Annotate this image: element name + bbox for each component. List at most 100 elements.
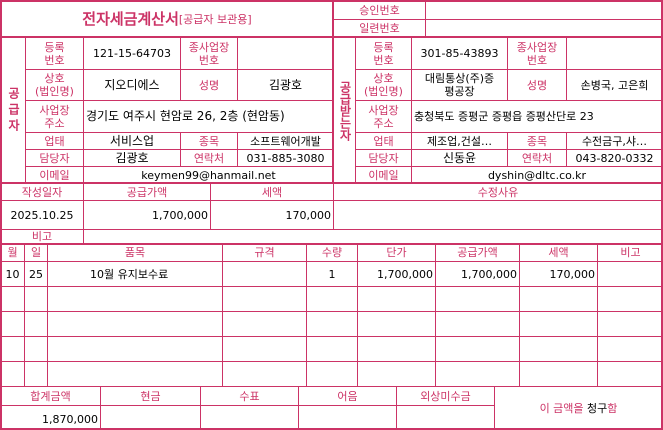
buyer-phone-label: 연락처 [507, 149, 567, 167]
supplier-side-label: 공급자 [0, 37, 26, 184]
item-cell-supply [435, 361, 520, 387]
item-cell-spec [222, 336, 307, 362]
supplier-company-label: 상호 (법인명) [25, 69, 84, 101]
supplier-branch-no-label: 종사업장 번호 [180, 37, 238, 70]
remark-value [83, 229, 663, 244]
supplier-branch-no [237, 37, 334, 70]
items-header-supply: 공급가액 [435, 243, 520, 262]
totals-header-check: 수표 [200, 386, 299, 406]
supplier-phone: 031-885-3080 [237, 149, 334, 167]
item-cell-qty [306, 286, 358, 312]
item-cell-tax [519, 336, 598, 362]
buyer-reg-no: 301-85-43893 [411, 37, 508, 70]
item-cell-spec [222, 261, 307, 287]
item-cell-month [0, 336, 25, 362]
buyer-ceo-label: 성명 [507, 69, 567, 101]
item-cell-month [0, 361, 25, 387]
item-cell-qty [306, 311, 358, 337]
item-cell-unit-price [357, 336, 436, 362]
item-cell-supply [435, 336, 520, 362]
buyer-address-label: 사업장 주소 [355, 100, 412, 133]
claim-word: 청구 [587, 401, 608, 415]
buyer-branch-no [566, 37, 663, 70]
items-header-month: 월 [0, 243, 25, 262]
item-cell-tax: 170,000 [519, 261, 598, 287]
buyer-contact: 신동윤 [411, 149, 508, 167]
items-header-remark: 비고 [597, 243, 663, 262]
items-header-tax: 세액 [519, 243, 598, 262]
supplier-biz-type: 서비스업 [83, 132, 181, 150]
item-cell-remark [597, 311, 663, 337]
serial-no-value [425, 19, 663, 38]
invoice-title: 전자세금계산서 [공급자 보관용] [0, 0, 334, 38]
totals-value-credit [396, 405, 495, 430]
item-cell-remark [597, 361, 663, 387]
item-cell-tax [519, 361, 598, 387]
supplier-biz-item: 소프트웨어개발 [237, 132, 334, 150]
item-cell-day: 25 [24, 261, 48, 287]
items-header-spec: 규격 [222, 243, 307, 262]
item-cell-unit-price: 1,700,000 [357, 261, 436, 287]
totals-value-note [298, 405, 397, 430]
totals-header-cash: 현금 [100, 386, 201, 406]
item-cell-day [24, 361, 48, 387]
item-cell-spec [222, 311, 307, 337]
item-cell-day [24, 286, 48, 312]
totals-value-total: 1,870,000 [0, 405, 101, 430]
supplier-reg-no-label: 등록 번호 [25, 37, 84, 70]
approval-no-label: 승인번호 [333, 0, 426, 20]
revision-reason [333, 200, 663, 230]
revision-reason-label: 수정사유 [333, 183, 663, 201]
buyer-biz-item-label: 종목 [507, 132, 567, 150]
claim-prefix: 이 금액을 [539, 401, 588, 415]
item-cell-unit-price [357, 361, 436, 387]
buyer-email: dyshin@dltc.co.kr [411, 166, 663, 184]
supplier-biz-type-label: 업태 [25, 132, 84, 150]
item-cell-item [47, 311, 223, 337]
item-cell-remark [597, 336, 663, 362]
buyer-company: 대림통상(주)증 평공장 [411, 69, 508, 101]
buyer-side-label: 공급받는자 [333, 37, 356, 184]
item-cell-item: 10월 유지보수료 [47, 261, 223, 287]
totals-value-check [200, 405, 299, 430]
item-cell-qty [306, 361, 358, 387]
supplier-ceo: 김광호 [237, 69, 334, 101]
items-header-item: 품목 [47, 243, 223, 262]
date-label: 작성일자 [0, 183, 84, 201]
item-cell-tax [519, 286, 598, 312]
supplier-ceo-label: 성명 [180, 69, 238, 101]
subtitle-text: [공급자 보관용] [178, 12, 252, 26]
item-cell-remark [597, 261, 663, 287]
buyer-reg-no-label: 등록 번호 [355, 37, 412, 70]
item-cell-unit-price [357, 286, 436, 312]
item-cell-item [47, 336, 223, 362]
totals-value-cash [100, 405, 201, 430]
item-cell-supply: 1,700,000 [435, 261, 520, 287]
totals-header-note: 어음 [298, 386, 397, 406]
item-cell-qty [306, 336, 358, 362]
supplier-address-label: 사업장 주소 [25, 100, 84, 133]
approval-no-value [425, 0, 663, 20]
tax-amount: 170,000 [210, 200, 334, 230]
supplier-biz-item-label: 종목 [180, 132, 238, 150]
item-cell-item [47, 286, 223, 312]
totals-header-credit: 외상미수금 [396, 386, 495, 406]
buyer-biz-type: 제조업,건설… [411, 132, 508, 150]
remark-label: 비고 [0, 229, 84, 244]
supply-amount-label: 공급가액 [83, 183, 211, 201]
supplier-company: 지오디에스 [83, 69, 181, 101]
buyer-biz-item: 수전금구,샤… [566, 132, 663, 150]
item-cell-spec [222, 286, 307, 312]
item-cell-supply [435, 286, 520, 312]
tax-amount-label: 세액 [210, 183, 334, 201]
supplier-email-label: 이메일 [25, 166, 84, 184]
supplier-email: keymen99@hanmail.net [83, 166, 334, 184]
buyer-company-label: 상호 (법인명) [355, 69, 412, 101]
buyer-contact-label: 담당자 [355, 149, 412, 167]
supplier-reg-no: 121-15-64703 [83, 37, 181, 70]
item-cell-day [24, 311, 48, 337]
buyer-biz-type-label: 업태 [355, 132, 412, 150]
item-cell-day [24, 336, 48, 362]
item-cell-month [0, 311, 25, 337]
buyer-phone: 043-820-0332 [566, 149, 663, 167]
